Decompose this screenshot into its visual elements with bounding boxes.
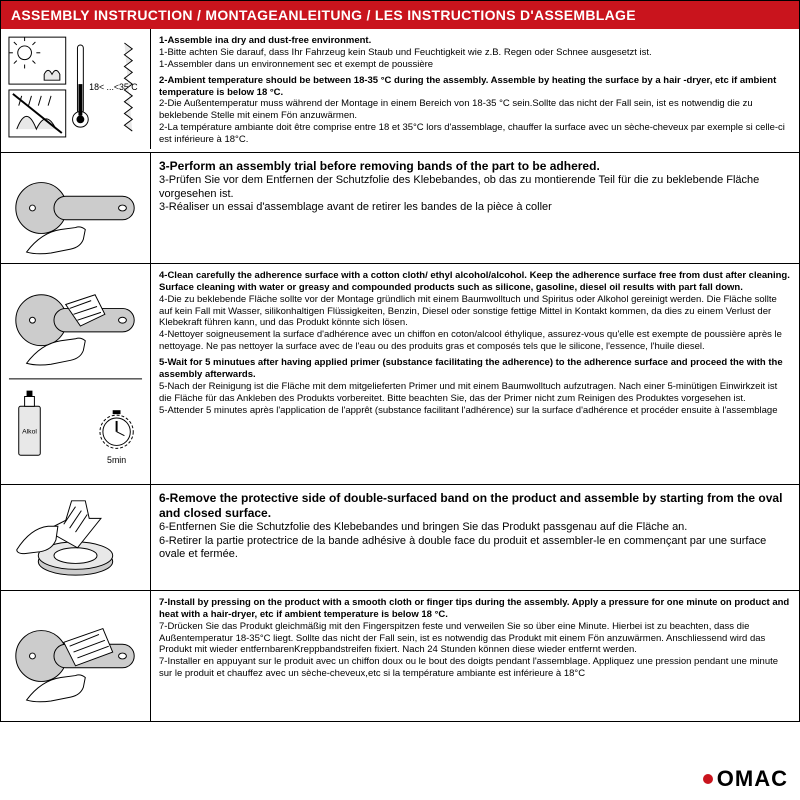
step-lead: 3-Perform an assembly trial before remov… <box>159 159 791 174</box>
brand-footer: OMAC <box>703 766 788 792</box>
clean-icon: Alkol 5min <box>1 264 151 484</box>
step-translation: 7-Drücken Sie das Produkt gleichmäßig mi… <box>159 621 791 657</box>
instruction-row: Alkol 5min 4-Clean carefully the adheren… <box>1 264 799 485</box>
instruction-text: 3-Perform an assembly trial before remov… <box>151 153 799 263</box>
step-lead: 7-Install by pressing on the product wit… <box>159 597 791 621</box>
step-lead: 5-Wait for 5 minutues after having appli… <box>159 357 791 381</box>
trial-icon <box>1 153 151 263</box>
svg-text:Alkol: Alkol <box>22 429 37 436</box>
step: 5-Wait for 5 minutues after having appli… <box>159 357 791 416</box>
step: 6-Remove the protective side of double-s… <box>159 491 791 562</box>
instruction-text: 6-Remove the protective side of double-s… <box>151 485 799 590</box>
brand-name: OMAC <box>717 766 788 792</box>
step-translation: 1-Assembler dans un environnement sec et… <box>159 59 791 71</box>
peel-icon <box>1 485 151 590</box>
step: 4-Clean carefully the adherence surface … <box>159 270 791 353</box>
step-translation: 1-Bitte achten Sie darauf, dass Ihr Fahr… <box>159 47 791 59</box>
step-translation: 4-Die zu beklebende Fläche sollte vor de… <box>159 294 791 330</box>
instruction-table: 18< ...<35 C 1-Assemble ina dry and dust… <box>0 29 800 722</box>
page-title: ASSEMBLY INSTRUCTION / MONTAGEANLEITUNG … <box>0 0 800 29</box>
step-translation: 4-Nettoyer soigneusement la surface d'ad… <box>159 329 791 353</box>
instruction-row: 6-Remove the protective side of double-s… <box>1 485 799 591</box>
step-translation: 6-Entfernen Sie die Schutzfolie des Kleb… <box>159 521 791 535</box>
step-translation: 5-Attender 5 minutes après l'application… <box>159 405 791 417</box>
instruction-text: 4-Clean carefully the adherence surface … <box>151 264 799 484</box>
step-translation: 6-Retirer la partie protectrice de la ba… <box>159 535 791 563</box>
instruction-row: 18< ...<35 C 1-Assemble ina dry and dust… <box>1 29 799 153</box>
step-lead: 4-Clean carefully the adherence surface … <box>159 270 791 294</box>
instruction-row: 7-Install by pressing on the product wit… <box>1 591 799 721</box>
instruction-text: 7-Install by pressing on the product wit… <box>151 591 799 721</box>
step-translation: 5-Nach der Reinigung ist die Fläche mit … <box>159 381 791 405</box>
step-translation: 3-Réaliser un essai d'assemblage avant d… <box>159 201 791 215</box>
step-lead: 1-Assemble ina dry and dust-free environ… <box>159 35 791 47</box>
step-translation: 7-Installer en appuyant sur le produit a… <box>159 656 791 680</box>
step-translation: 2-Die Außentemperatur muss während der M… <box>159 98 791 122</box>
env-icon: 18< ...<35 C <box>1 29 151 149</box>
step: 3-Perform an assembly trial before remov… <box>159 159 791 215</box>
step-lead: 2-Ambient temperature should be between … <box>159 75 791 99</box>
step-translation: 3-Prüfen Sie vor dem Entfernen der Schut… <box>159 174 791 202</box>
step-translation: 2-La température ambiante doit être comp… <box>159 122 791 146</box>
instruction-text: 1-Assemble ina dry and dust-free environ… <box>151 29 799 152</box>
svg-text:5min: 5min <box>107 455 126 465</box>
step: 2-Ambient temperature should be between … <box>159 75 791 146</box>
brand-dot-icon <box>703 774 713 784</box>
step: 1-Assemble ina dry and dust-free environ… <box>159 35 791 71</box>
instruction-row: 3-Perform an assembly trial before remov… <box>1 153 799 264</box>
step: 7-Install by pressing on the product wit… <box>159 597 791 680</box>
press-icon <box>1 591 151 721</box>
step-lead: 6-Remove the protective side of double-s… <box>159 491 791 521</box>
